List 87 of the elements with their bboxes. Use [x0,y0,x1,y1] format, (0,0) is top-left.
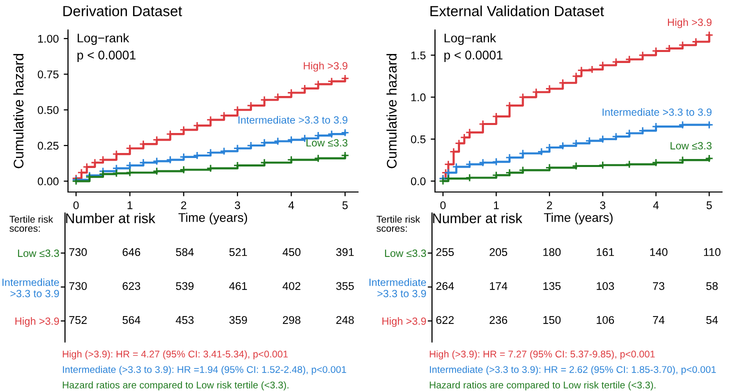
series-label: Intermediate >3.3 to 3.9 [238,116,348,124]
y-tick-label: 0.50 [38,106,59,114]
text: 264 [436,282,454,290]
text: High (>3.9): HR = 7.27 (95% CI: 5.37-9.85), p<0.001 [430,350,655,360]
text: 521 [229,248,247,256]
legend-title: Tertile risk scores: [10,216,54,232]
series-label: High >3.9 [304,62,348,72]
text: 298 [282,316,300,324]
text: 180 [543,248,561,256]
y-tick-label: 1.5 [411,52,426,60]
category-label: High >3.9 [15,317,59,327]
text: 355 [336,282,354,290]
annotation: Log−rank p < 0.0001 [444,33,502,62]
text: 450 [282,248,300,256]
series-label: Low ≤3.3 [306,139,348,146]
text: 106 [596,316,614,324]
chart-title: External Validation Dataset [430,6,604,16]
text: 623 [122,282,140,290]
x-tick-label: 5 [706,201,712,210]
x-tick-label: 4 [288,201,294,210]
y-tick-label: 0.75 [38,70,59,78]
y-tick-label: 1.00 [38,34,59,43]
chart-title: Derivation Dataset [63,6,182,16]
x-axis-title: Time (years) [178,212,248,224]
x-tick-label: 4 [653,201,659,210]
text: 453 [176,316,194,324]
y-tick-label: 0.0 [410,177,426,186]
text: 461 [229,282,247,290]
category-label: Low ≤3.3 [18,250,59,257]
series-label: High >3.9 [668,18,712,28]
text: 646 [122,248,140,256]
text: Hazard ratios are compared to Low risk tertile (<3.3). [62,381,288,390]
text: 255 [436,248,454,256]
y-tick-label: 0.00 [38,177,59,186]
x-tick-label: 2 [181,201,186,210]
text: 73 [653,282,664,290]
category-label: Intermediate >3.3 to 3.9 [370,278,426,298]
text: 150 [543,316,561,324]
text: 248 [336,316,354,324]
text: 564 [122,316,140,324]
text: 74 [653,316,664,324]
text: 174 [490,282,508,290]
text: 140 [650,248,668,256]
text: 135 [543,282,561,290]
y-axis-title: Cumulative hazard [386,54,397,168]
text: Hazard ratios are compared to Low risk tertile (<3.3). [430,381,656,390]
text: 752 [69,316,87,324]
x-tick-label: 5 [342,201,348,210]
text: 236 [490,316,508,324]
category-label: Low ≤3.3 [385,250,426,257]
text: 161 [596,248,614,256]
text: 391 [336,248,354,256]
x-axis-title: Time (years) [544,212,613,224]
text: 110 [704,248,720,256]
text: Number at risk [433,213,522,224]
text: Number at risk [66,213,156,224]
text: 584 [176,248,194,256]
legend-title: Tertile risk scores: [376,216,420,232]
x-tick-label: 0 [73,201,79,210]
text: 622 [436,316,454,324]
text: 730 [69,248,87,256]
x-tick-label: 1 [128,201,132,210]
series-label: Low ≤3.3 [670,142,712,150]
x-tick-label: 3 [234,201,240,210]
x-tick-label: 0 [440,201,446,210]
text: 103 [596,282,614,290]
text: 205 [490,248,508,256]
y-tick-label: 0.25 [38,142,59,150]
text: 359 [229,316,247,324]
x-tick-label: 3 [600,201,606,210]
x-tick-label: 2 [546,201,552,210]
text: 539 [176,282,194,290]
y-axis-title: Cumulative hazard [13,54,24,168]
category-label: Intermediate >3.3 to 3.9 [2,278,59,298]
text: 730 [69,282,87,290]
text: Intermediate (>3.3 to 3.9): HR =1.94 (95% CI: 1.52-2.48), p<0.001 [62,366,346,375]
y-tick-label: 1.0 [411,93,426,102]
series-label: Intermediate >3.3 to 3.9 [602,108,712,116]
x-tick-label: 1 [494,201,499,210]
text: 58 [706,282,718,290]
annotation: Log−rank p < 0.0001 [78,33,136,62]
y-tick-label: 0.5 [410,135,426,144]
text: 54 [706,316,718,324]
text: Intermediate (>3.3 to 3.9): HR = 2.62 (95% CI: 1.85-3.70), p<0.001 [430,366,716,375]
text: 402 [282,282,300,290]
category-label: High >3.9 [382,317,426,327]
text: High (>3.9): HR = 4.27 (95% CI: 3.41-5.34), p<0.001 [62,350,288,360]
